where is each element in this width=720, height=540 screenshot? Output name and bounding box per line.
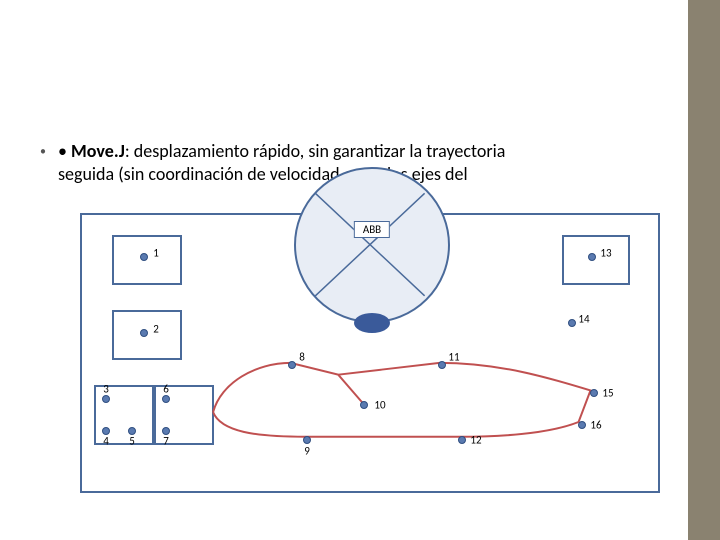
node-1: [140, 253, 148, 261]
node-16: [578, 421, 586, 429]
node-3: [102, 395, 110, 403]
node-14: [568, 319, 576, 327]
node-10: [360, 401, 368, 409]
node-label-16: 16: [590, 419, 601, 432]
node-label-4: 4: [103, 435, 109, 448]
node-label-10: 10: [374, 399, 385, 412]
node-label-6: 6: [163, 383, 169, 396]
node-label-2: 2: [153, 323, 159, 336]
node-12: [458, 436, 466, 444]
bullet-rest-line1: : desplazamiento rápido, sin garantizar …: [125, 140, 505, 162]
node-label-12: 12: [470, 434, 481, 447]
node-label-14: 14: [578, 313, 589, 326]
trajectory-path: [82, 215, 658, 491]
node-13: [588, 253, 596, 261]
node-6: [162, 395, 170, 403]
node-15: [590, 389, 598, 397]
diagram: PLANO DE TRABAJO ABB 1234567891011121314…: [80, 195, 660, 495]
work-plane: ABB 12345678910111213141516: [80, 213, 660, 493]
node-label-3: 3: [103, 383, 109, 396]
node-label-13: 13: [600, 247, 611, 260]
node-label-7: 7: [163, 435, 169, 448]
node-2: [140, 329, 148, 337]
node-label-11: 11: [448, 351, 459, 364]
node-label-1: 1: [153, 247, 159, 260]
node-label-9: 9: [304, 445, 310, 458]
decorative-side-bar: [688, 0, 720, 540]
inner-bullet-marker: •: [58, 140, 71, 162]
trajectory-curve: [213, 363, 590, 437]
node-8: [288, 361, 296, 369]
node-9: [303, 436, 311, 444]
bullet-bold-label: Move.J: [71, 140, 125, 162]
node-11: [438, 361, 446, 369]
node-label-15: 15: [602, 387, 613, 400]
node-label-5: 5: [129, 435, 135, 448]
outer-bullet-marker: •: [40, 145, 46, 160]
slide: • • Move.J: desplazamiento rápido, sin g…: [0, 0, 720, 540]
node-label-8: 8: [299, 351, 305, 364]
